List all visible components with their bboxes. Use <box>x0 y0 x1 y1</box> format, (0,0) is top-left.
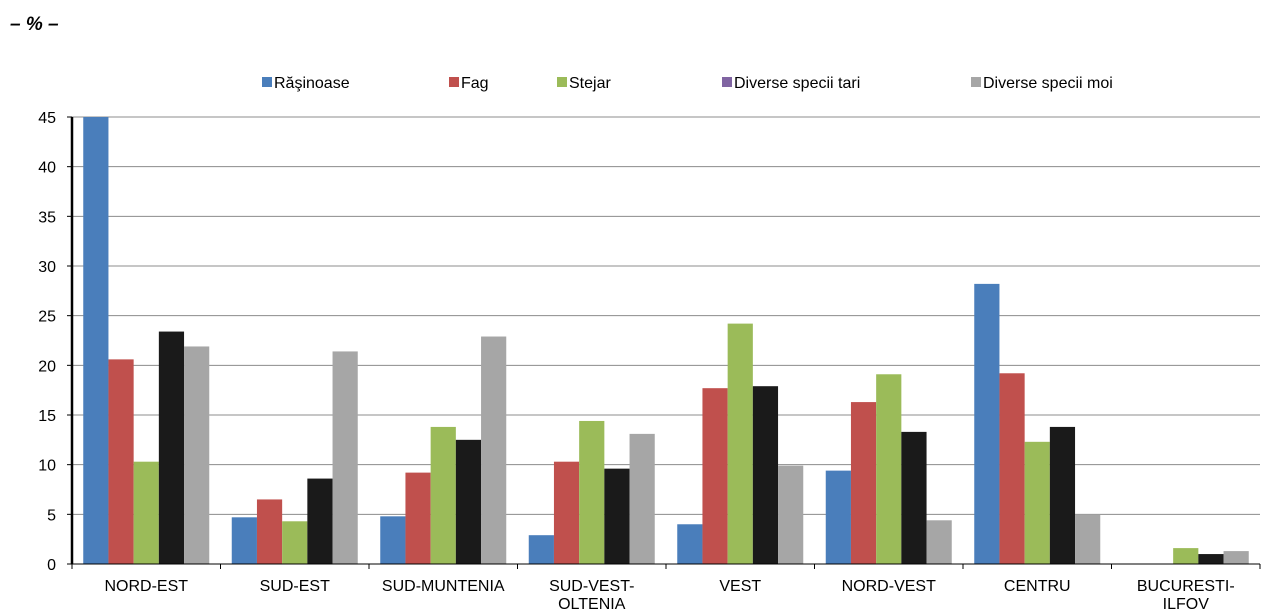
bar <box>778 465 804 564</box>
bar <box>629 433 655 564</box>
bar <box>108 359 134 564</box>
bar <box>677 524 703 564</box>
legend-swatch <box>971 77 981 87</box>
bar <box>83 117 109 564</box>
axes: 0 5 10 15 20 25 30 35 40 45 NORD-EST SUD-EST SUD-MUN… <box>38 110 1261 613</box>
bar <box>430 426 456 564</box>
x-category-label: ILFOV <box>1163 596 1210 613</box>
y-tick-label: 30 <box>38 259 56 276</box>
y-tick-label: 35 <box>38 209 56 226</box>
x-category-label: SUD-EST <box>260 578 330 595</box>
bar <box>332 351 358 564</box>
bar <box>133 461 159 564</box>
bar <box>1198 554 1224 564</box>
bar <box>405 472 431 564</box>
x-category-label: SUD-MUNTENIA <box>382 578 505 595</box>
bar <box>974 283 1000 564</box>
bar <box>481 336 507 564</box>
bar <box>184 346 210 564</box>
y-tick-label: 10 <box>38 458 56 475</box>
bar <box>727 323 753 564</box>
bar <box>1173 548 1199 564</box>
legend-label: Diverse specii tari <box>734 75 860 92</box>
bar <box>380 516 406 564</box>
legend: Răşinoase Fag Stejar Diverse specii tari Div… <box>262 75 1113 92</box>
bar <box>528 535 554 564</box>
bar <box>455 439 482 564</box>
bar <box>158 331 185 564</box>
bar <box>876 374 902 564</box>
bar <box>604 468 630 564</box>
bar <box>231 517 257 564</box>
y-tick-label: 0 <box>47 557 56 574</box>
bar <box>1075 514 1101 564</box>
legend-label: Răşinoase <box>274 75 350 92</box>
bar <box>1223 551 1249 564</box>
gridlines <box>72 116 1260 515</box>
bar <box>1024 441 1050 564</box>
bar <box>901 431 927 564</box>
legend-swatch <box>722 77 732 87</box>
y-tick-label: 15 <box>38 408 56 425</box>
legend-swatch <box>557 77 567 87</box>
bar <box>850 402 877 564</box>
x-category-label: NORD-VEST <box>842 578 936 595</box>
bar <box>702 388 728 564</box>
bar <box>752 386 779 564</box>
bars <box>83 117 1249 564</box>
bar <box>307 478 333 564</box>
y-tick-label: 20 <box>38 358 56 375</box>
bar <box>553 461 580 564</box>
legend-swatch <box>262 77 272 87</box>
bar <box>579 420 605 564</box>
bar <box>999 373 1025 564</box>
legend-swatch <box>449 77 459 87</box>
y-tick-label: 5 <box>47 507 56 524</box>
bar <box>926 520 952 564</box>
bar <box>1049 426 1076 564</box>
x-category-label: BUCURESTI- <box>1137 578 1235 595</box>
bar <box>282 521 308 564</box>
y-tick-label: 45 <box>38 110 56 127</box>
x-category-label: OLTENIA <box>558 596 626 613</box>
bar <box>825 470 851 564</box>
legend-label: Diverse specii moi <box>983 75 1113 92</box>
x-category-label: NORD-EST <box>104 578 188 595</box>
legend-label: Fag <box>461 75 489 92</box>
legend-label: Stejar <box>569 75 611 92</box>
y-tick-label: 25 <box>38 309 56 326</box>
y-tick-label: 40 <box>38 160 56 177</box>
x-category-label: VEST <box>719 578 761 595</box>
bar <box>256 499 283 564</box>
unit-label: – % – <box>10 14 59 35</box>
x-category-label: SUD-VEST- <box>549 578 634 595</box>
x-category-label: CENTRU <box>1004 578 1071 595</box>
